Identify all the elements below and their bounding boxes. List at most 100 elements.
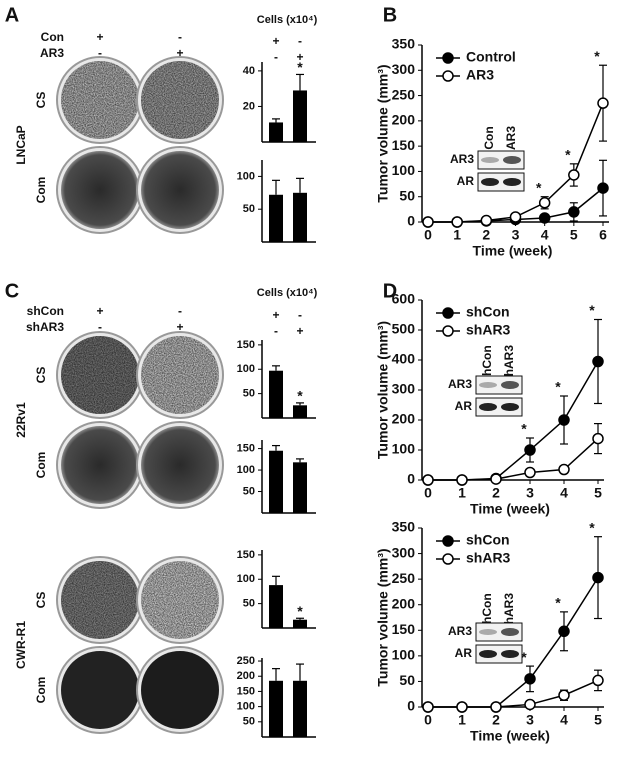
significance-star: *	[565, 147, 571, 163]
blot-band	[501, 628, 519, 636]
y-tick-label: 100	[392, 162, 416, 178]
blot-band	[501, 650, 519, 658]
condition-sign: -	[98, 46, 102, 60]
condition-sign: -	[298, 308, 302, 322]
legend-label: shAR3	[466, 550, 511, 566]
significance-star: *	[555, 379, 561, 395]
y-tick-label: 300	[392, 544, 416, 560]
series-line	[428, 438, 599, 481]
dish-content	[61, 426, 139, 504]
cell-line: LNCaP	[14, 125, 28, 164]
dish-texture	[141, 336, 219, 414]
blot-band-label: AR3	[450, 152, 474, 166]
blot-box	[477, 172, 525, 192]
blot-lane-label: shAR3	[502, 345, 516, 383]
condition-sign: +	[296, 50, 303, 64]
blot-box	[475, 375, 523, 395]
x-tick-label: 5	[594, 485, 602, 501]
dish-content	[61, 651, 139, 729]
x-tick-label: 1	[458, 485, 466, 501]
data-point	[490, 701, 502, 713]
y-tick-label: 150	[237, 442, 255, 454]
y-tick-label: 100	[392, 647, 416, 663]
x-tick-label: 4	[541, 227, 549, 243]
significance-star: *	[521, 421, 527, 437]
x-tick-label: 2	[482, 227, 490, 243]
y-tick-label: 200	[392, 112, 416, 128]
x-tick-label: 3	[526, 485, 534, 501]
data-point	[456, 474, 468, 486]
x-tick-label: 2	[492, 485, 500, 501]
condition-label: AR3	[40, 46, 64, 60]
blot-lane-label: shCon	[480, 345, 494, 382]
legend-marker	[442, 307, 454, 319]
y-tick-label: 50	[243, 388, 255, 400]
condition-label: shCon	[27, 304, 64, 318]
data-point	[524, 444, 536, 456]
y-tick-label: 250	[392, 570, 416, 586]
legend-marker	[442, 325, 454, 337]
blot-box	[475, 644, 523, 664]
y-tick-label: 50	[243, 203, 255, 215]
data-point	[592, 355, 604, 368]
y-tick-label: 150	[392, 137, 416, 153]
blot-band	[503, 156, 521, 164]
blot-band	[481, 178, 499, 186]
dish-content	[61, 151, 139, 229]
x-tick-label: 5	[594, 712, 602, 728]
dish-texture	[141, 61, 219, 139]
blot-box	[475, 397, 523, 417]
y-tick-label: 500	[392, 321, 416, 337]
blot-band-label: AR	[457, 174, 475, 188]
blot-band	[479, 650, 497, 658]
legend-label: shCon	[466, 532, 510, 548]
blot-band-label: AR3	[448, 624, 472, 638]
row-label: CS	[34, 92, 48, 109]
row-label: Com	[34, 677, 48, 704]
panel-letter: C	[5, 280, 19, 302]
y-tick-label: 50	[399, 672, 415, 688]
y-tick-label: 150	[237, 685, 255, 697]
row-label: Com	[34, 177, 48, 204]
data-point	[451, 216, 463, 228]
blot-band-label: AR3	[448, 377, 472, 391]
y-tick-label: 300	[392, 381, 416, 397]
x-tick-label: 1	[458, 712, 466, 728]
cells-label: Cells (x10⁴)	[257, 14, 318, 26]
blot-band	[479, 629, 497, 635]
condition-label: shAR3	[26, 320, 64, 334]
data-point	[524, 698, 536, 711]
blot-band-label: AR	[455, 646, 473, 660]
data-point	[558, 625, 570, 638]
y-tick-label: 150	[237, 549, 255, 561]
row-label: Com	[34, 452, 48, 479]
y-tick-label: 20	[243, 100, 255, 112]
x-tick-label: 0	[424, 485, 432, 501]
legend-marker	[442, 535, 454, 547]
bar	[293, 90, 307, 142]
significance-star: *	[589, 519, 595, 535]
x-tick-label: 0	[424, 712, 432, 728]
dish-texture	[61, 336, 139, 414]
y-tick-label: 0	[407, 698, 415, 714]
y-tick-label: 100	[237, 701, 255, 713]
condition-sign: +	[296, 324, 303, 338]
x-axis-label: Time (week)	[470, 501, 550, 517]
blot-box	[475, 622, 523, 642]
y-axis-label: Tumor volume (mm³)	[375, 548, 391, 686]
blot-lane-label: AR3	[504, 126, 518, 150]
condition-sign: -	[178, 30, 182, 44]
bar	[269, 194, 283, 242]
y-axis-label: Tumor volume (mm³)	[375, 321, 391, 459]
y-tick-label: 300	[392, 61, 416, 77]
dish-texture	[141, 561, 219, 639]
significance-star: *	[594, 48, 600, 64]
y-tick-label: 200	[237, 670, 255, 682]
x-tick-label: 1	[453, 227, 461, 243]
data-point	[568, 206, 580, 218]
data-point	[592, 432, 604, 445]
bar	[293, 619, 307, 628]
blot-lane-label: shAR3	[502, 593, 516, 631]
data-point	[597, 97, 609, 109]
cell-line: CWR-R1	[14, 621, 28, 669]
